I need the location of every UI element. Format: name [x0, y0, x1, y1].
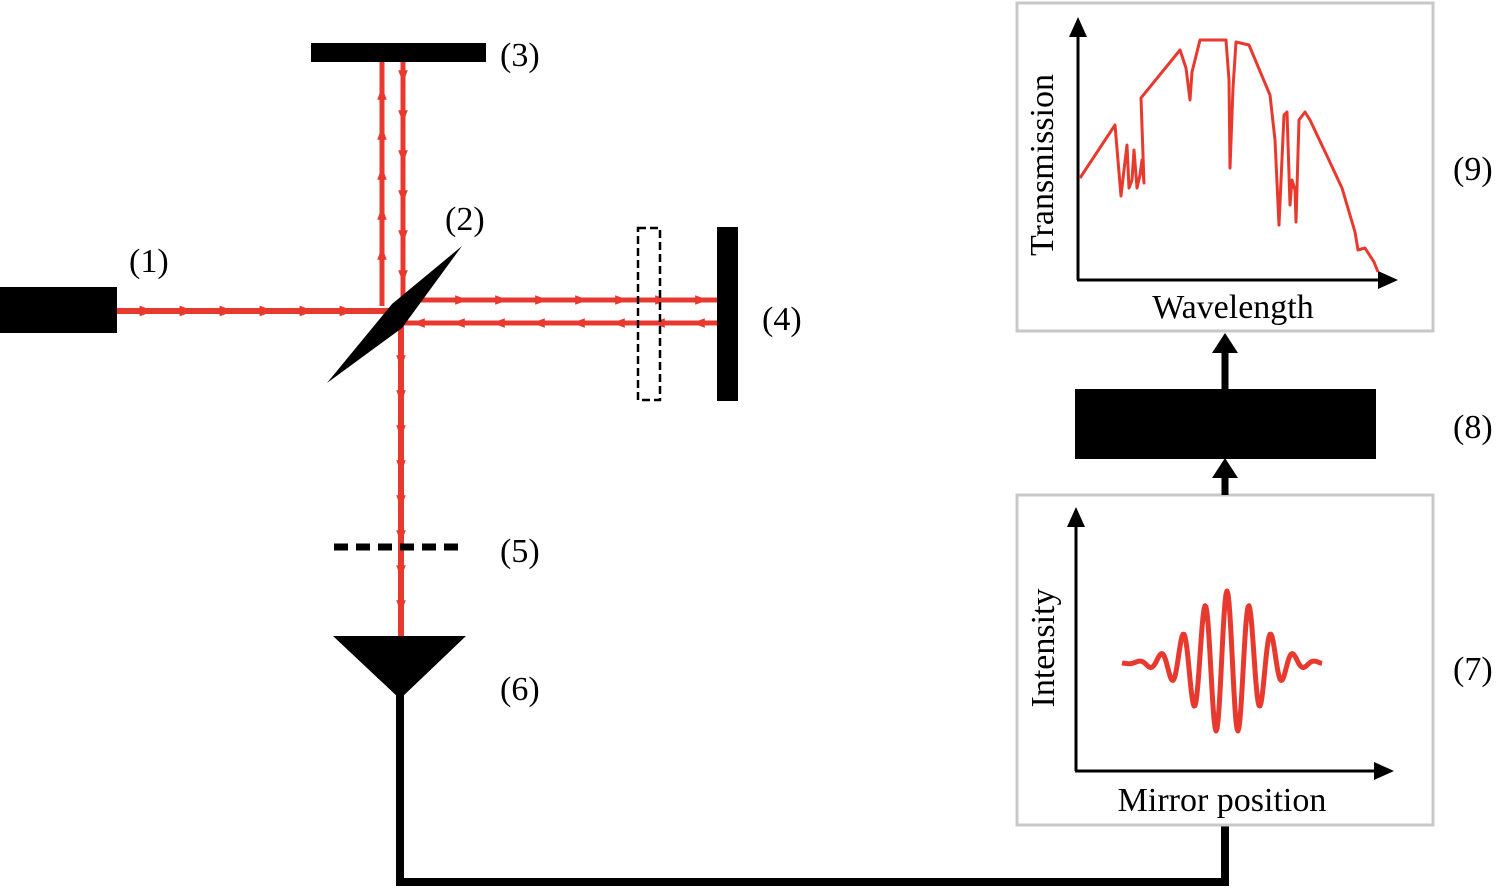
beam-arrow-incoming: [219, 305, 234, 317]
beam-arrow-from-moving: [412, 318, 425, 328]
beam-arrow-from-moving: [692, 318, 705, 328]
beamsplitter: [327, 246, 462, 383]
beam-arrow-from-fixed: [398, 110, 408, 123]
beam-arrow-to-detector: [396, 355, 406, 368]
interferogram-frame: [1015, 493, 1435, 827]
label-interferogram: (7): [1453, 651, 1493, 688]
interferogram-curve: [1120, 588, 1324, 734]
beam-arrow-from-fixed: [398, 270, 408, 283]
beam-arrow-to-fixed: [377, 167, 387, 180]
spectrum-x-arrowhead: [1378, 271, 1398, 289]
beam-arrow-from-moving: [492, 318, 505, 328]
beam-arrow-to-moving: [535, 295, 548, 305]
beam-arrow-to-fixed: [377, 87, 387, 100]
beam-arrow-to-detector: [396, 460, 406, 473]
beam-arrow-incoming: [179, 305, 194, 317]
fixed-mirror: [311, 43, 486, 62]
signal-cable: [396, 695, 1229, 886]
label-beamsplitter: (2): [445, 201, 485, 238]
beam-arrow-to-detector: [396, 425, 406, 438]
beam-arrow-from-moving: [532, 318, 545, 328]
spectrum-xlabel: Wavelength: [1152, 289, 1314, 326]
label-moving-mirror: (4): [762, 301, 802, 338]
beam-arrow-from-fixed: [398, 230, 408, 243]
beam-arrow-to-moving: [695, 295, 708, 305]
beam-arrows: [139, 70, 708, 613]
arrow-to-spectrum-head: [1212, 333, 1238, 353]
moving-mirror: [717, 227, 738, 401]
compensator-plate: [636, 226, 662, 402]
beam-paths: [117, 62, 720, 640]
spectrum-y-arrowhead: [1069, 17, 1087, 37]
label-processor: (8): [1453, 409, 1493, 446]
beam-arrow-to-moving: [455, 295, 468, 305]
beam-arrow-incoming: [139, 305, 154, 317]
beam-arrow-from-fixed: [398, 70, 408, 83]
beam-arrow-from-moving: [572, 318, 585, 328]
beam-arrow-to-detector: [396, 530, 406, 543]
beam-arrow-to-detector: [396, 495, 406, 508]
interferogram-panel: Mirror position Intensity: [1015, 493, 1435, 827]
beam-arrow-from-moving: [452, 318, 465, 328]
beam-arrow-incoming: [339, 305, 354, 317]
beam-arrow-to-detector: [396, 565, 406, 578]
beam-arrow-from-moving: [652, 318, 665, 328]
beam-arrow-to-fixed: [377, 207, 387, 220]
beam-arrow-from-moving: [612, 318, 625, 328]
beam-arrow-incoming: [259, 305, 274, 317]
label-source: (1): [129, 243, 169, 280]
spectrum-curve: [1078, 38, 1380, 273]
processor: [1075, 389, 1376, 459]
beam-arrow-from-fixed: [398, 190, 408, 203]
label-spectrum: (9): [1453, 151, 1493, 188]
label-fixed-mirror: (3): [500, 37, 540, 74]
light-source: [0, 287, 117, 333]
label-filter: (5): [500, 533, 540, 570]
beam-arrow-incoming: [299, 305, 314, 317]
beam-arrow-to-moving: [655, 295, 668, 305]
spectrum-ylabel: Transmission: [1024, 74, 1061, 256]
interferogram-x-arrowhead: [1374, 762, 1394, 780]
beam-arrow-to-moving: [495, 295, 508, 305]
beam-arrow-to-detector: [396, 390, 406, 403]
beam-arrow-to-fixed: [377, 247, 387, 260]
interferogram-xlabel: Mirror position: [1118, 782, 1327, 819]
spectrum-panel: Wavelength Transmission: [1015, 1, 1435, 333]
beam-arrow-from-fixed: [398, 150, 408, 163]
arrow-to-processor-head: [1212, 458, 1238, 478]
beam-arrow-to-moving: [615, 295, 628, 305]
interferogram-ylabel: Intensity: [1025, 589, 1062, 708]
label-detector: (6): [500, 671, 540, 708]
beam-arrow-to-fixed: [377, 127, 387, 140]
beam-arrow-to-moving: [575, 295, 588, 305]
detector: [333, 636, 466, 699]
beam-arrow-to-detector: [396, 600, 406, 613]
interferogram-y-arrowhead: [1067, 507, 1085, 527]
